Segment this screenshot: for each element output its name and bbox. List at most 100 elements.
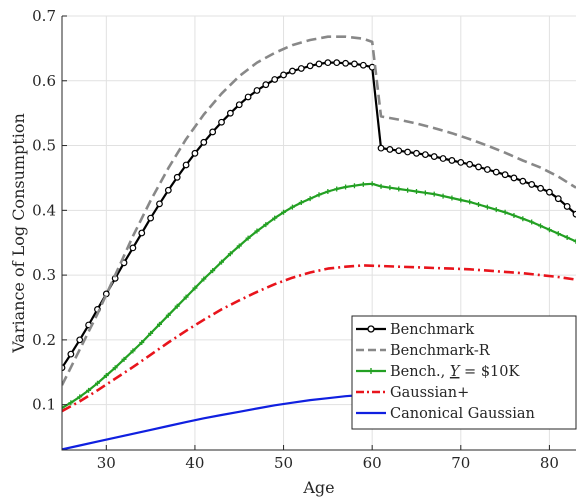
series-0-point-45 bbox=[457, 158, 465, 166]
x-tick-label-5: 80 bbox=[540, 454, 559, 472]
series-2 bbox=[62, 181, 576, 411]
x-tick-label-1: 40 bbox=[185, 454, 204, 472]
series-2-point-43 bbox=[440, 193, 446, 199]
series-0-point-52 bbox=[519, 177, 527, 185]
series-2-point-16 bbox=[201, 276, 207, 282]
series-2-point-4 bbox=[94, 380, 100, 386]
series-0-point-58 bbox=[572, 210, 576, 218]
series-0-point-19 bbox=[226, 109, 234, 117]
legend-label-2: Bench., Y = $10K bbox=[390, 364, 520, 380]
series-0-point-25 bbox=[280, 71, 287, 79]
series-0-point-8 bbox=[129, 244, 137, 252]
legend-label-1: Benchmark-R bbox=[390, 343, 491, 359]
series-0-point-13 bbox=[173, 173, 181, 181]
series-0-point-28 bbox=[306, 62, 314, 70]
series-2-point-5 bbox=[103, 373, 109, 379]
legend-entry-0: Benchmark bbox=[356, 322, 474, 338]
series-2-point-48 bbox=[484, 204, 490, 210]
series-2-point-29 bbox=[316, 192, 322, 198]
series-2-point-35 bbox=[369, 181, 375, 187]
series-2-point-49 bbox=[493, 207, 499, 213]
series-0-point-50 bbox=[501, 171, 509, 179]
series-2-point-25 bbox=[281, 209, 287, 215]
legend-entry-1: Benchmark-R bbox=[356, 343, 491, 359]
series-0 bbox=[62, 59, 576, 372]
series-0-point-17 bbox=[209, 128, 217, 136]
series-2-point-55 bbox=[546, 227, 552, 233]
series-0-point-33 bbox=[351, 60, 358, 68]
series-0-point-46 bbox=[466, 160, 474, 168]
x-tick-label-4: 70 bbox=[451, 454, 470, 472]
series-2-point-24 bbox=[272, 215, 278, 221]
series-2-point-26 bbox=[289, 204, 295, 210]
series-0-point-38 bbox=[395, 147, 403, 155]
x-tick-label-2: 50 bbox=[274, 454, 293, 472]
series-2-point-10 bbox=[148, 330, 154, 336]
legend-marker-2 bbox=[368, 368, 374, 374]
series-2-point-50 bbox=[502, 209, 508, 215]
series-0-point-2 bbox=[76, 336, 84, 344]
series-0-point-30 bbox=[324, 59, 332, 67]
series-2-point-12 bbox=[165, 312, 171, 318]
legend-marker-0 bbox=[367, 325, 375, 333]
series-0-point-10 bbox=[147, 214, 155, 222]
series-0-point-27 bbox=[297, 65, 305, 72]
series-2-point-14 bbox=[183, 294, 189, 300]
series-0-point-9 bbox=[138, 229, 146, 237]
tick-labels: 30 40 50 60 70 80 0.1 0.2 0.3 0.4 0.5 0.6 0.7 bbox=[32, 7, 559, 472]
series-2-point-30 bbox=[325, 189, 331, 195]
series-2-point-1 bbox=[68, 400, 74, 406]
series-2-point-2 bbox=[77, 394, 83, 400]
series-2-point-34 bbox=[360, 181, 366, 187]
series-2-point-3 bbox=[86, 387, 92, 393]
series-0-point-39 bbox=[404, 148, 412, 156]
y-tick-label-0: 0.1 bbox=[32, 396, 56, 414]
series-0-point-51 bbox=[510, 174, 518, 182]
series-0-point-48 bbox=[483, 166, 491, 173]
series-0-point-16 bbox=[200, 138, 208, 146]
legend-box bbox=[351, 315, 577, 430]
series-2-point-11 bbox=[156, 321, 162, 327]
series-2-point-20 bbox=[236, 243, 242, 249]
series-2-point-37 bbox=[387, 185, 393, 191]
series-0-point-21 bbox=[244, 93, 252, 101]
series-0-point-36 bbox=[377, 144, 385, 152]
series-0-point-18 bbox=[218, 118, 225, 126]
series-0-point-43 bbox=[439, 155, 447, 162]
series-0-point-32 bbox=[342, 59, 349, 67]
x-axis-label: Age bbox=[302, 478, 334, 497]
legend-entry-2: Bench., Y = $10K bbox=[356, 364, 520, 380]
series-2-point-40 bbox=[413, 189, 419, 195]
series-0-point-22 bbox=[253, 87, 261, 94]
series-0-point-15 bbox=[191, 149, 199, 157]
series-2-point-18 bbox=[219, 259, 225, 265]
series-2-point-54 bbox=[538, 223, 544, 229]
series-3 bbox=[62, 264, 576, 413]
axes bbox=[61, 15, 576, 451]
series-2-point-23 bbox=[263, 222, 269, 228]
series-2-point-57 bbox=[564, 235, 570, 241]
series-0-point-53 bbox=[528, 181, 536, 188]
series-2-point-28 bbox=[307, 196, 313, 202]
series-0-point-26 bbox=[289, 67, 296, 75]
series-0-point-11 bbox=[156, 200, 163, 208]
series-2-point-15 bbox=[192, 285, 198, 291]
legend-entry-4: Canonical Gaussian bbox=[356, 406, 535, 422]
series-2-point-7 bbox=[121, 356, 127, 362]
y-tick-label-1: 0.2 bbox=[32, 331, 56, 349]
series-2-point-41 bbox=[422, 190, 428, 196]
series-2-point-9 bbox=[139, 339, 145, 345]
series-2-point-45 bbox=[458, 197, 464, 203]
series-2-point-6 bbox=[112, 365, 118, 371]
series-2-point-38 bbox=[396, 186, 402, 192]
y-tick-label-6: 0.7 bbox=[32, 7, 56, 25]
y-tick-label-5: 0.6 bbox=[32, 72, 56, 90]
series-2-point-19 bbox=[227, 251, 233, 257]
series-2-point-0 bbox=[62, 405, 65, 411]
series-2-point-31 bbox=[334, 186, 340, 192]
series-2-point-47 bbox=[476, 201, 482, 207]
series-2-point-27 bbox=[298, 200, 304, 206]
legend: Benchmark Benchmark-R Bench., Y = $10K Gaus… bbox=[351, 315, 577, 430]
series-0-point-29 bbox=[315, 60, 323, 68]
series-0-point-14 bbox=[182, 161, 190, 169]
